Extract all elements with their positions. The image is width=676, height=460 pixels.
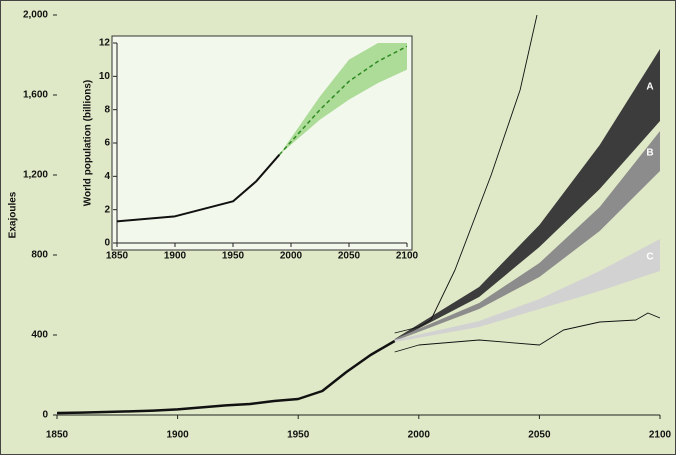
line bbox=[117, 154, 281, 223]
y-tick-label: 800 bbox=[31, 250, 48, 261]
y-tick-label: 1,200 bbox=[23, 170, 48, 181]
y-tick-label: 8 bbox=[104, 104, 110, 115]
line bbox=[394, 312, 660, 353]
line bbox=[278, 45, 407, 156]
chart-panel: 0 2 4 6 8 10 12 1850 1900 1950 2000 2050 2100 World p… bbox=[83, 35, 419, 262]
band-label: C bbox=[646, 252, 653, 263]
line bbox=[57, 339, 396, 415]
band bbox=[279, 43, 407, 155]
line bbox=[394, 15, 538, 334]
x-tick-label: 1850 bbox=[106, 251, 129, 262]
x-tick-label: 1850 bbox=[46, 430, 69, 441]
x-tick-label: 2000 bbox=[408, 430, 431, 441]
y-tick-label: 10 bbox=[99, 71, 111, 82]
y-tick-label: 2,000 bbox=[23, 10, 48, 21]
band-label: B bbox=[646, 148, 653, 159]
y-tick-label: 2 bbox=[104, 204, 110, 215]
y-axis-label: Exajoules bbox=[8, 191, 19, 238]
y-tick-label: 1,600 bbox=[23, 90, 48, 101]
y-tick-label: 12 bbox=[99, 38, 111, 49]
x-tick-label: 1900 bbox=[166, 430, 189, 441]
x-tick-label: 1950 bbox=[287, 430, 310, 441]
x-tick-label: 2050 bbox=[528, 430, 551, 441]
y-tick-label: 4 bbox=[104, 171, 110, 182]
x-tick-label: 1900 bbox=[164, 251, 187, 262]
band-label: A bbox=[646, 82, 653, 93]
y-tick-label: 0 bbox=[104, 238, 110, 249]
x-tick-label: 2100 bbox=[396, 251, 419, 262]
y-axis-label: World population (billions) bbox=[83, 80, 94, 206]
x-tick-label: 2050 bbox=[338, 251, 361, 262]
y-tick-label: 6 bbox=[104, 138, 110, 149]
y-tick-label: 400 bbox=[31, 330, 48, 341]
x-tick-label: 2100 bbox=[649, 430, 672, 441]
x-tick-label: 2000 bbox=[280, 251, 303, 262]
x-tick-label: 1950 bbox=[222, 251, 245, 262]
y-tick-label: 0 bbox=[42, 410, 48, 421]
